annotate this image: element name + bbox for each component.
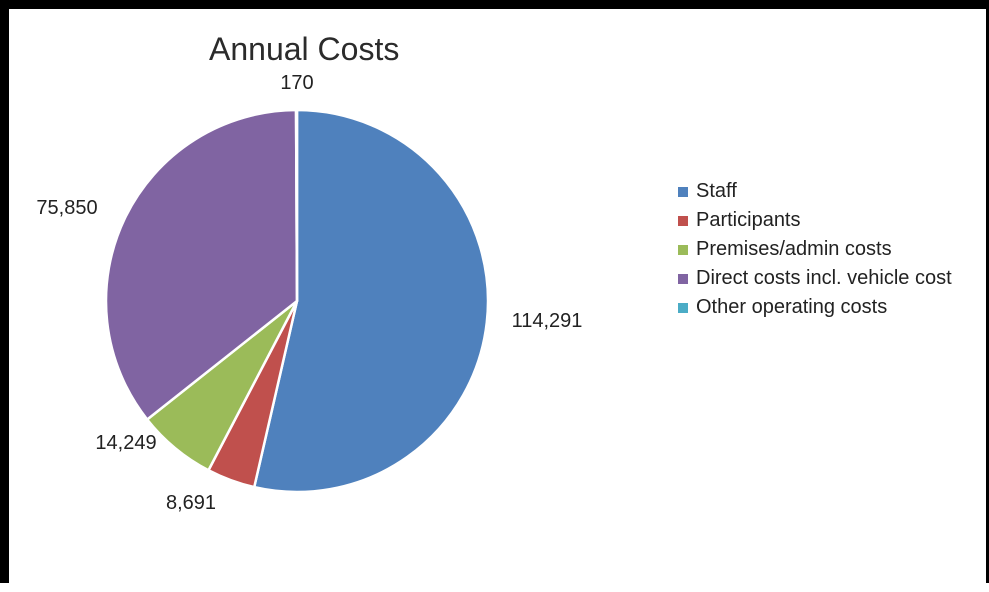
legend-label: Other operating costs xyxy=(696,296,888,318)
legend-label: Participants xyxy=(696,209,801,231)
data-label-direct-costs-incl-vehicle-cost: 75,850 xyxy=(36,197,97,219)
legend-swatch xyxy=(678,244,688,255)
data-label-premises-admin-costs: 14,249 xyxy=(95,432,156,454)
data-label-other-operating-costs: 170 xyxy=(280,72,313,94)
pie-slice-direct-costs-incl-vehicle-cost xyxy=(104,108,299,421)
legend-label: Direct costs incl. vehicle cost xyxy=(696,267,952,289)
chart-legend: Staff Participants Premises/admin costs Dir… xyxy=(678,177,952,322)
pie-slice-staff xyxy=(252,108,490,494)
legend-item: Premises/admin costs xyxy=(678,235,952,264)
legend-swatch xyxy=(678,215,688,226)
data-label-staff: 114,291 xyxy=(512,310,583,332)
legend-swatch xyxy=(678,302,688,313)
legend-label: Premises/admin costs xyxy=(696,238,892,260)
legend-item: Staff xyxy=(678,177,952,206)
chart-title: Annual Costs xyxy=(209,31,400,67)
legend-swatch xyxy=(678,273,688,284)
legend-swatch xyxy=(678,186,688,197)
data-label-participants: 8,691 xyxy=(166,492,216,514)
legend-label: Staff xyxy=(696,180,737,202)
pie-chart: 114,291 8,691 14,249 75,850 170 xyxy=(36,72,583,514)
legend-item: Participants xyxy=(678,206,952,235)
pie-slice-other-operating-costs xyxy=(294,108,299,303)
legend-item: Direct costs incl. vehicle cost xyxy=(678,264,952,293)
legend-item: Other operating costs xyxy=(678,293,952,322)
